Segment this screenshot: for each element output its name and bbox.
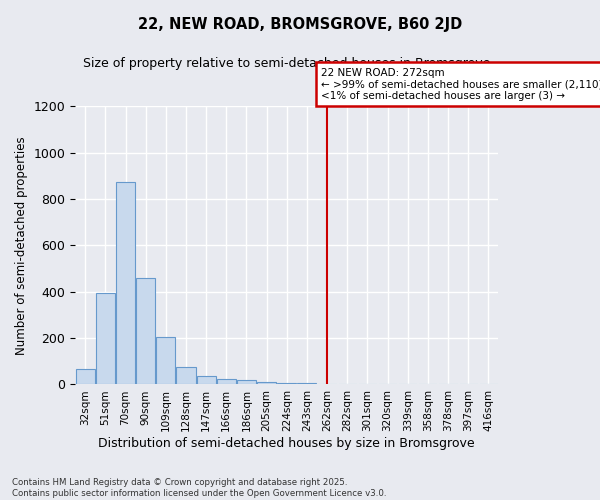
Bar bbox=[96, 293, 115, 384]
Bar bbox=[257, 382, 276, 384]
Bar bbox=[237, 380, 256, 384]
Bar bbox=[136, 278, 155, 384]
Text: 22 NEW ROAD: 272sqm
← >99% of semi-detached houses are smaller (2,110)
<1% of se: 22 NEW ROAD: 272sqm ← >99% of semi-detac… bbox=[321, 68, 600, 101]
Text: Contains HM Land Registry data © Crown copyright and database right 2025.
Contai: Contains HM Land Registry data © Crown c… bbox=[12, 478, 386, 498]
Bar bbox=[277, 382, 296, 384]
Bar bbox=[176, 367, 196, 384]
Bar bbox=[197, 376, 216, 384]
Bar bbox=[156, 337, 175, 384]
Bar bbox=[217, 378, 236, 384]
Text: 22, NEW ROAD, BROMSGROVE, B60 2JD: 22, NEW ROAD, BROMSGROVE, B60 2JD bbox=[138, 18, 462, 32]
Bar bbox=[116, 182, 135, 384]
X-axis label: Distribution of semi-detached houses by size in Bromsgrove: Distribution of semi-detached houses by … bbox=[98, 437, 475, 450]
Title: Size of property relative to semi-detached houses in Bromsgrove: Size of property relative to semi-detach… bbox=[83, 58, 490, 70]
Bar bbox=[76, 370, 95, 384]
Y-axis label: Number of semi-detached properties: Number of semi-detached properties bbox=[15, 136, 28, 354]
